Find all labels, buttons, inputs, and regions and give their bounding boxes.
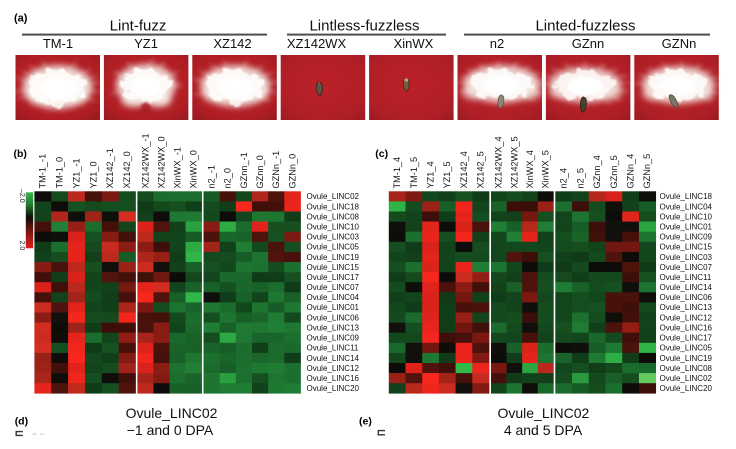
svg-text:n2: n2: [490, 36, 504, 51]
svg-text:Ovule_LINC13: Ovule_LINC13: [307, 324, 360, 333]
svg-text:Ovule_LINC15: Ovule_LINC15: [307, 263, 360, 272]
svg-text:Ovule_LINC11: Ovule_LINC11: [307, 344, 359, 353]
svg-text:Ovule_LINC09: Ovule_LINC09: [660, 233, 713, 242]
svg-text:XZ142_5: XZ142_5: [476, 151, 486, 188]
svg-text:XZ142: XZ142: [213, 36, 251, 51]
svg-text:Ovule_LINC16: Ovule_LINC16: [660, 324, 713, 333]
svg-text:YZ1_0: YZ1_0: [88, 161, 98, 188]
svg-text:Ovule_LINC03: Ovule_LINC03: [307, 233, 360, 242]
svg-text:Ovule_LINC16: Ovule_LINC16: [307, 374, 360, 383]
svg-text:GZNn_5: GZNn_5: [642, 154, 652, 189]
svg-text:YZ1_-1: YZ1_-1: [71, 158, 81, 188]
svg-text:Ovule_LINC08: Ovule_LINC08: [307, 212, 360, 221]
svg-text:Ovule_LINC13: Ovule_LINC13: [660, 303, 713, 312]
svg-text:XZ142WX_0: XZ142WX_0: [156, 136, 166, 188]
svg-text:XZ142WX_5: XZ142WX_5: [509, 136, 519, 188]
svg-text:Ovule_LINC04: Ovule_LINC04: [660, 202, 713, 211]
svg-text:XZ142WX_-1: XZ142WX_-1: [140, 133, 150, 188]
svg-text:Ovule_LINC17: Ovule_LINC17: [307, 273, 360, 282]
svg-text:Ovule_LINC18: Ovule_LINC18: [307, 202, 360, 211]
svg-text:XZ142_0: XZ142_0: [122, 151, 132, 188]
svg-text:XZ142_4: XZ142_4: [459, 151, 469, 188]
svg-text:Linted-fuzzless: Linted-fuzzless: [535, 18, 635, 35]
svg-text:Lintless-fuzzless: Lintless-fuzzless: [309, 18, 419, 35]
svg-text:Ovule_LINC04: Ovule_LINC04: [307, 293, 360, 302]
svg-text:Ovule_LINC02: Ovule_LINC02: [126, 405, 218, 421]
svg-text:2.0: 2.0: [18, 241, 25, 251]
svg-text:Ovule_LINC01: Ovule_LINC01: [307, 303, 360, 312]
svg-text:YZ1: YZ1: [134, 36, 158, 51]
svg-text:(e): (e): [359, 416, 372, 428]
svg-text:YZ1_4: YZ1_4: [425, 161, 435, 188]
svg-text:XZ142WX_4: XZ142WX_4: [494, 136, 504, 188]
svg-text:Lint-fuzz: Lint-fuzz: [110, 18, 167, 35]
svg-text:Ovule_LINC01: Ovule_LINC01: [660, 223, 713, 232]
svg-text:GZnn_0: GZnn_0: [255, 155, 265, 188]
svg-text:Ovule_LINC08: Ovule_LINC08: [660, 364, 713, 373]
svg-text:n2_-1: n2_-1: [207, 165, 217, 189]
svg-text:Ovule_LINC10: Ovule_LINC10: [660, 212, 713, 221]
svg-text:GZnn_4: GZnn_4: [592, 155, 602, 188]
svg-text:Ovule_LINC10: Ovule_LINC10: [307, 223, 360, 232]
svg-text:Ovule_LINC06: Ovule_LINC06: [660, 293, 713, 302]
svg-text:TM-1_0: TM-1_0: [55, 157, 65, 189]
svg-text:Ovule_LINC02: Ovule_LINC02: [660, 374, 713, 383]
svg-text:(d): (d): [15, 416, 28, 428]
svg-text:Ovule_LINC07: Ovule_LINC07: [307, 283, 360, 292]
svg-text:GZnn: GZnn: [572, 36, 605, 51]
svg-text:GZNn_-1: GZNn_-1: [271, 151, 281, 189]
svg-text:YZ1_5: YZ1_5: [442, 161, 452, 188]
svg-text:Ovule_LINC06: Ovule_LINC06: [307, 313, 360, 322]
svg-text:Ovule_LINC14: Ovule_LINC14: [307, 354, 360, 363]
svg-text:GZnn_5: GZnn_5: [609, 155, 619, 188]
svg-text:TM-1_4: TM-1_4: [392, 157, 402, 189]
svg-text:Ovule_LINC07: Ovule_LINC07: [660, 263, 713, 272]
svg-text:GZNn_4: GZNn_4: [626, 154, 636, 189]
svg-text:XinWX_0: XinWX_0: [189, 150, 199, 188]
svg-text:Ovule_LINC19: Ovule_LINC19: [660, 354, 713, 363]
svg-text:n2_5: n2_5: [575, 168, 585, 188]
svg-text:GZNn: GZNn: [662, 36, 697, 51]
svg-text:Ovule_LINC02: Ovule_LINC02: [497, 405, 589, 421]
svg-text:TM-1: TM-1: [43, 36, 73, 51]
svg-text:XZ142WX: XZ142WX: [287, 36, 347, 51]
svg-text:Ovule_LINC11: Ovule_LINC11: [660, 273, 712, 282]
svg-text:TM-1_5: TM-1_5: [409, 157, 419, 189]
svg-text:Ovule_LINC12: Ovule_LINC12: [660, 313, 713, 322]
svg-text:−1 and 0 DPA: −1 and 0 DPA: [127, 422, 214, 438]
svg-text:XinWX_4: XinWX_4: [525, 150, 535, 188]
svg-text:XZ142_-1: XZ142_-1: [105, 148, 115, 188]
svg-text:GZNn_0: GZNn_0: [287, 154, 297, 189]
svg-text:Ovule_LINC05: Ovule_LINC05: [660, 344, 713, 353]
svg-text:n2_4: n2_4: [559, 168, 569, 188]
svg-text:TM-1_-1: TM-1_-1: [38, 154, 48, 189]
svg-text:(a): (a): [14, 13, 28, 25]
svg-text:–2.0: –2.0: [18, 189, 25, 203]
svg-text:Ovule_LINC05: Ovule_LINC05: [307, 243, 360, 252]
svg-text:n2_0: n2_0: [223, 168, 233, 188]
svg-text:Ovule_LINC15: Ovule_LINC15: [660, 243, 713, 252]
svg-text:XinWX: XinWX: [394, 36, 434, 51]
svg-text:(b): (b): [14, 148, 27, 160]
svg-text:Ovule_LINC03: Ovule_LINC03: [660, 253, 713, 262]
svg-text:XinWX_-1: XinWX_-1: [172, 147, 182, 188]
svg-text:4 and 5 DPA: 4 and 5 DPA: [504, 422, 583, 438]
svg-text:Ovule_LINC17: Ovule_LINC17: [660, 334, 713, 343]
svg-text:Ovule_LINC14: Ovule_LINC14: [660, 283, 713, 292]
svg-text:(c): (c): [375, 148, 388, 160]
svg-text:Ovule_LINC02: Ovule_LINC02: [307, 192, 360, 201]
svg-text:GZnn_-1: GZnn_-1: [239, 152, 249, 188]
svg-text:Ovule_LINC20: Ovule_LINC20: [660, 384, 713, 393]
svg-text:Ovule_LINC19: Ovule_LINC19: [307, 253, 360, 262]
svg-text:Ovule_LINC20: Ovule_LINC20: [307, 384, 360, 393]
svg-text:Ovule_LINC09: Ovule_LINC09: [307, 334, 360, 343]
svg-text:Ovule_LINC18: Ovule_LINC18: [660, 192, 713, 201]
svg-text:XinWX_5: XinWX_5: [540, 150, 550, 188]
svg-text:Ovule_LINC12: Ovule_LINC12: [307, 364, 360, 373]
